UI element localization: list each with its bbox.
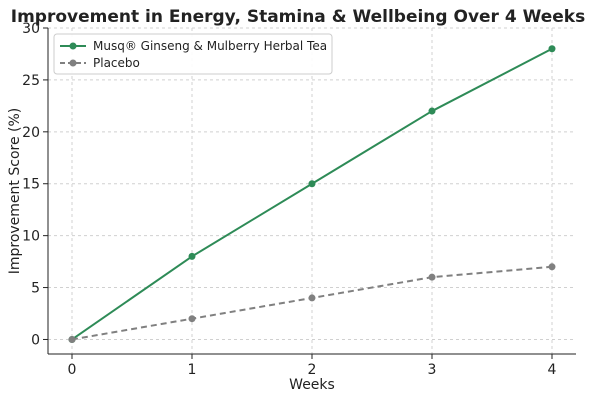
data-point — [428, 273, 436, 281]
y-tick-label: 15 — [22, 177, 40, 193]
gridlines — [48, 27, 576, 354]
legend-box — [53, 33, 333, 75]
legend: Musq® Ginseng & Mulberry Herbal Tea Plac… — [53, 33, 333, 75]
x-tick-label: 2 — [308, 362, 317, 378]
x-tick-label: 3 — [428, 362, 437, 378]
data-point — [548, 263, 556, 271]
y-tick-label: 5 — [31, 281, 40, 297]
data-point — [188, 252, 196, 260]
y-ticks: 0 5 10 15 20 25 30 — [22, 21, 48, 348]
x-axis-label: Weeks — [289, 377, 335, 393]
chart-title: Improvement in Energy, Stamina & Wellbei… — [11, 7, 585, 27]
x-tick-label: 0 — [68, 362, 77, 378]
legend-marker-placebo — [69, 59, 77, 67]
series-placebo — [68, 263, 556, 343]
y-tick-label: 0 — [31, 332, 40, 348]
legend-item-treatment: Musq® Ginseng & Mulberry Herbal Tea — [60, 39, 327, 53]
y-axis-label: Improvement Score (%) — [7, 108, 23, 275]
data-point — [428, 107, 436, 115]
series-layer — [68, 45, 556, 343]
data-point — [308, 294, 316, 302]
legend-label-placebo: Placebo — [93, 56, 140, 70]
data-point — [188, 315, 196, 323]
x-ticks: 0 1 2 3 4 — [68, 354, 557, 378]
x-tick-label: 4 — [548, 362, 557, 378]
y-tick-label: 30 — [22, 21, 40, 37]
y-tick-label: 10 — [22, 229, 40, 245]
legend-marker-treatment — [69, 42, 77, 50]
data-point — [68, 335, 76, 343]
y-tick-label: 25 — [22, 73, 40, 89]
data-point — [308, 180, 316, 188]
data-point — [548, 45, 556, 53]
x-tick-label: 1 — [188, 362, 197, 378]
legend-item-placebo: Placebo — [60, 56, 140, 70]
y-tick-label: 20 — [22, 125, 40, 141]
legend-label-treatment: Musq® Ginseng & Mulberry Herbal Tea — [93, 39, 327, 53]
